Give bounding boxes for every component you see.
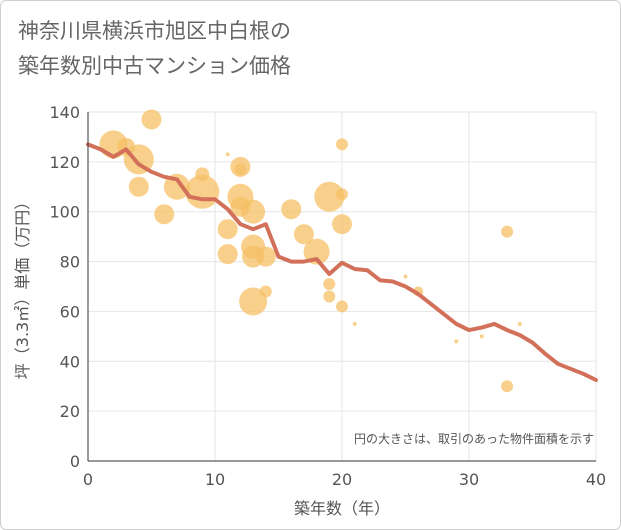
bubble-point (241, 199, 266, 224)
bubble-point (239, 287, 268, 316)
bubble-point (352, 321, 357, 326)
bubble-point (225, 152, 230, 157)
bubble-point (141, 109, 162, 130)
bubble-point (336, 138, 348, 151)
bubble-point (517, 321, 522, 326)
y-tick-label: 20 (60, 402, 80, 421)
chart-title-line-2: 築年数別中古マンション価格 (18, 54, 291, 78)
bubble-point (259, 285, 272, 298)
bubble-point (217, 219, 238, 240)
x-tick-label: 10 (205, 470, 225, 489)
x-tick-label: 20 (332, 470, 352, 489)
bubble-point (454, 339, 459, 344)
bubble-point (185, 174, 220, 209)
bubble-point (323, 278, 336, 291)
y-tick-label: 60 (60, 302, 80, 321)
bubble-size-note: 円の大きさは、取引のあった物件面積を示す (354, 431, 594, 446)
average-price-line (86, 142, 598, 382)
axes (87, 112, 596, 462)
x-tick-label: 0 (83, 470, 93, 489)
y-tick-label: 100 (49, 203, 80, 222)
bubble-point (303, 238, 330, 265)
bubble-point (128, 176, 149, 197)
bubble-point (336, 188, 348, 201)
y-tick-label: 140 (49, 103, 80, 122)
y-tick-label: 120 (49, 153, 80, 172)
y-tick-label: 80 (60, 253, 80, 272)
chart-title: 神奈川県横浜市旭区中白根の 築年数別中古マンション価格 (18, 14, 291, 84)
bubble-point (163, 173, 190, 200)
bubble-layer (99, 109, 522, 393)
y-tick-label: 40 (60, 352, 80, 371)
trend-layer (86, 142, 598, 382)
y-axis-label: 坪（3.3㎡）単価（万円） (13, 194, 32, 379)
x-tick-label: 30 (459, 470, 479, 489)
grid-lines (88, 111, 597, 461)
bubble-point (314, 181, 345, 212)
bubble-point (336, 300, 348, 313)
bubble-point (403, 274, 408, 279)
bubble-point (217, 244, 238, 265)
bubble-point (281, 199, 302, 220)
bubble-point (293, 224, 314, 245)
bubble-point (154, 204, 175, 225)
bubble-point (255, 246, 276, 267)
x-axis-label: 築年数（年） (294, 499, 390, 518)
bubble-point (501, 380, 514, 393)
bubble-point (234, 163, 247, 176)
bubble-point (332, 214, 352, 235)
bubble-point (323, 290, 336, 303)
chart-title-line-1: 神奈川県横浜市旭区中白根の (18, 19, 291, 43)
x-tick-label: 40 (586, 470, 606, 489)
bubble-point (479, 334, 484, 339)
bubble-point (501, 225, 514, 238)
y-tick-label: 0 (70, 452, 80, 471)
tick-labels: 0 20 40 60 80 100 120 140 0 10 20 30 40 (49, 103, 606, 489)
